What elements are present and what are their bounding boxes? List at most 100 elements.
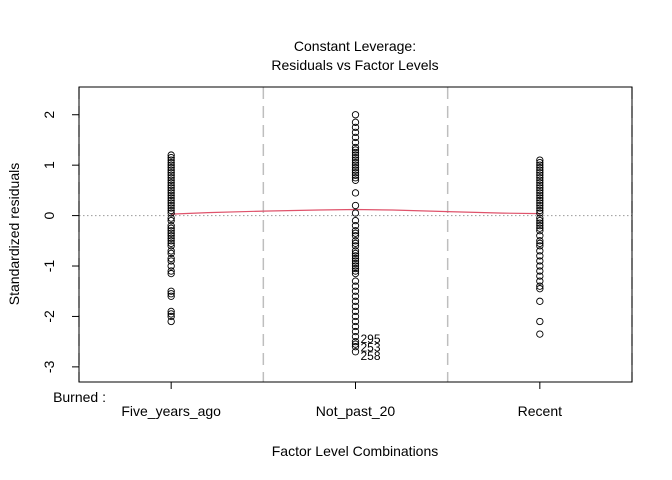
residual-point [536,252,544,260]
residual-point [536,232,544,240]
residual-point [167,171,175,179]
residual-point [167,156,175,164]
residual-point [351,156,360,164]
x-tick-label: Five_years_ago [121,403,221,419]
residual-point [536,247,544,255]
residual-point [167,287,175,295]
residual-point [536,297,544,305]
residual-point [167,206,175,215]
residual-point [167,214,175,222]
residual-point [167,186,175,195]
residual-point [167,209,175,217]
residual-point [167,224,175,232]
residual-point [167,257,175,265]
residual-point [536,204,544,212]
residual-point [351,312,360,321]
chart-title-line2: Residuals vs Factor Levels [271,57,438,73]
residual-point [351,138,360,147]
residual-point [536,224,544,232]
residual-point [536,199,544,207]
residual-point [536,161,544,169]
residual-point [351,227,360,235]
residual-point [167,201,175,210]
residual-point [167,216,175,225]
residual-point [351,277,360,285]
y-tick-label: -1 [41,260,57,273]
residual-point [536,257,544,265]
residual-point [167,158,175,167]
residual-point [536,181,544,189]
residual-point [536,227,544,235]
x-tick-label: Not_past_20 [316,403,396,419]
residual-point [167,179,175,187]
residual-point [536,169,544,177]
residual-point [351,176,360,184]
residual-points [167,111,544,356]
y-tick-label: 2 [41,111,57,119]
residual-point [536,196,544,205]
residual-point [351,148,360,157]
residual-point [536,171,544,179]
residual-point [351,171,360,179]
residual-point [351,133,360,142]
residual-point [167,164,175,172]
residual-point [167,247,175,255]
residual-point [351,169,360,177]
y-tick-label: 1 [41,161,57,169]
residual-point [167,176,175,184]
residual-point [167,153,175,162]
residual-point [536,156,544,164]
residual-point [351,201,360,210]
residual-point [167,181,175,189]
residual-point [351,262,360,270]
point-label: 295 [361,332,381,346]
residual-point [536,206,544,215]
residual-point [167,161,175,169]
residual-point [167,292,175,300]
residual-point [351,237,360,245]
residual-point [351,254,360,263]
residual-point [536,282,544,290]
residual-point [167,234,175,242]
residual-point [536,216,544,225]
residual-point [351,257,360,265]
y-tick-label: -2 [41,310,57,323]
residual-point [167,249,175,258]
residual-point [536,176,544,184]
residual-point [167,204,175,212]
residual-point [167,267,175,275]
residual-point [167,242,175,250]
y-tick-label: -3 [41,360,57,373]
residual-point [167,237,175,245]
residual-point [351,153,360,162]
y-axis-label: Standardized residuals [6,163,22,305]
residual-point [351,252,360,260]
residual-point [351,343,360,351]
residual-point [167,166,175,174]
residual-point [167,194,175,202]
residual-point [536,194,544,202]
residual-point [167,254,175,263]
residual-point [167,222,175,230]
factor-label: Burned : [53,389,106,405]
residual-point [536,166,544,174]
residual-point [351,332,360,341]
residual-point [351,247,360,255]
x-axis: Five_years_ago Not_past_20 Recent [121,382,562,419]
residual-point [351,123,360,131]
residual-point [536,237,544,245]
residual-point [536,242,544,250]
residual-point [351,307,360,316]
residual-point [167,317,175,326]
residual-point [351,287,360,295]
residual-point [167,196,175,205]
x-axis-label: Factor Level Combinations [272,443,439,459]
residual-point [351,292,360,300]
residual-point [351,239,360,247]
residual-point [167,191,175,200]
residual-point [167,269,175,278]
residual-point [351,282,360,290]
residual-point [167,229,175,237]
